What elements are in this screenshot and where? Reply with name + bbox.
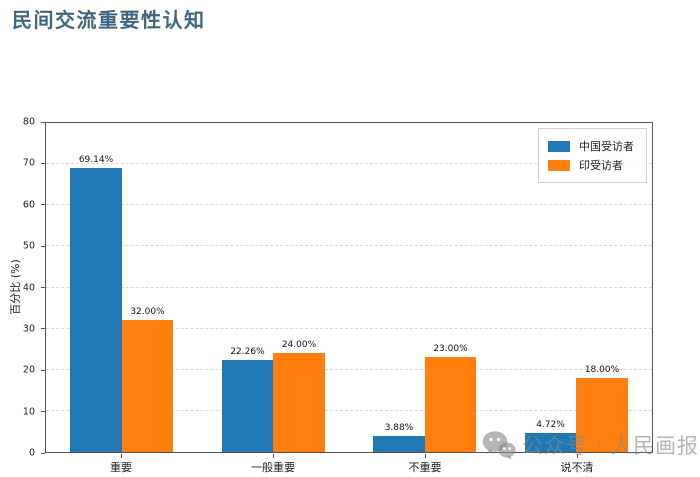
gridline xyxy=(46,368,652,370)
x-tick-mark xyxy=(577,454,578,458)
watermark-text: 公众号 · 人民画报 xyxy=(522,434,700,458)
y-axis: 0 10 20 30 40 50 60 70 80 xyxy=(0,117,45,459)
legend-item-印受访者: 印受访者 xyxy=(548,157,634,173)
y-tick-mark xyxy=(41,204,45,206)
y-tick-label: 20 xyxy=(22,364,35,376)
wechat-icon xyxy=(482,430,516,460)
x-tick-mark xyxy=(273,454,274,458)
y-tick-label: 50 xyxy=(22,240,35,252)
bar-中国受访者-一般重要 xyxy=(221,360,274,452)
bar-中国受访者-重要 xyxy=(70,167,122,452)
y-tick-mark xyxy=(41,328,45,330)
bar-value-label: 32.00% xyxy=(130,307,165,318)
page-title: 民间交流重要性认知 xyxy=(12,8,206,32)
y-tick-mark xyxy=(41,369,45,371)
y-tick-label: 80 xyxy=(22,116,35,128)
y-tick-mark xyxy=(41,411,45,413)
y-tick-label: 30 xyxy=(22,323,35,335)
bar-value-label: 22.26% xyxy=(230,347,265,358)
y-tick-mark xyxy=(41,245,45,247)
plot-area: 中国受访者印受访者 69.14% 32.00% 22.26% 24.00% 3.88% 2… xyxy=(45,122,653,453)
legend-swatch xyxy=(548,159,570,171)
legend-label: 中国受访者 xyxy=(579,140,634,153)
y-tick-mark xyxy=(41,452,45,454)
bar-印受访者-重要 xyxy=(121,320,174,452)
legend-swatch xyxy=(548,140,570,152)
bar-value-label: 69.14% xyxy=(78,154,114,165)
gridline xyxy=(46,245,652,247)
bar-印受访者-不重要 xyxy=(424,357,477,452)
gridline xyxy=(46,204,652,206)
y-tick-mark xyxy=(41,287,45,288)
y-tick-mark xyxy=(41,162,45,164)
legend-item-中国受访者: 中国受访者 xyxy=(548,138,634,154)
legend-items: 中国受访者 印受访者 xyxy=(548,138,634,173)
bar-value-label: 24.00% xyxy=(281,340,317,351)
x-tick-mark xyxy=(121,454,122,458)
bar-value-label: 18.00% xyxy=(584,364,620,375)
x-tick-mark xyxy=(425,454,426,458)
gridline xyxy=(46,409,652,411)
legend-label: 印受访者 xyxy=(579,159,623,172)
bar-印受访者-说不清 xyxy=(576,377,628,452)
y-tick-label: 10 xyxy=(22,406,35,418)
bar-value-label: 4.72% xyxy=(536,419,565,430)
y-tick-label: 70 xyxy=(22,157,35,169)
x-tick-label: 说不清 xyxy=(560,461,594,474)
legend: 中国受访者 印受访者 xyxy=(538,128,647,183)
gridline xyxy=(46,327,652,329)
bar-value-label: 3.88% xyxy=(384,423,414,434)
bar-印受访者-一般重要 xyxy=(273,353,325,452)
x-axis: 重要 一般重要 不重要 说不清 xyxy=(45,454,653,476)
x-tick-label: 重要 xyxy=(110,461,132,474)
x-tick-label: 一般重要 xyxy=(251,461,295,474)
x-tick-label: 不重要 xyxy=(408,461,442,474)
bar-value-label: 23.00% xyxy=(433,344,468,355)
watermark: 公众号 · 人民画报 xyxy=(482,430,699,460)
y-tick-label: 0 xyxy=(28,447,35,459)
bar-中国受访者-不重要 xyxy=(373,436,425,452)
y-tick-mark xyxy=(41,121,45,123)
gridline xyxy=(46,286,652,288)
y-tick-label: 40 xyxy=(22,282,35,293)
bar-中国受访者-说不清 xyxy=(524,432,577,452)
gridline xyxy=(46,163,652,165)
y-tick-label: 60 xyxy=(22,199,35,211)
